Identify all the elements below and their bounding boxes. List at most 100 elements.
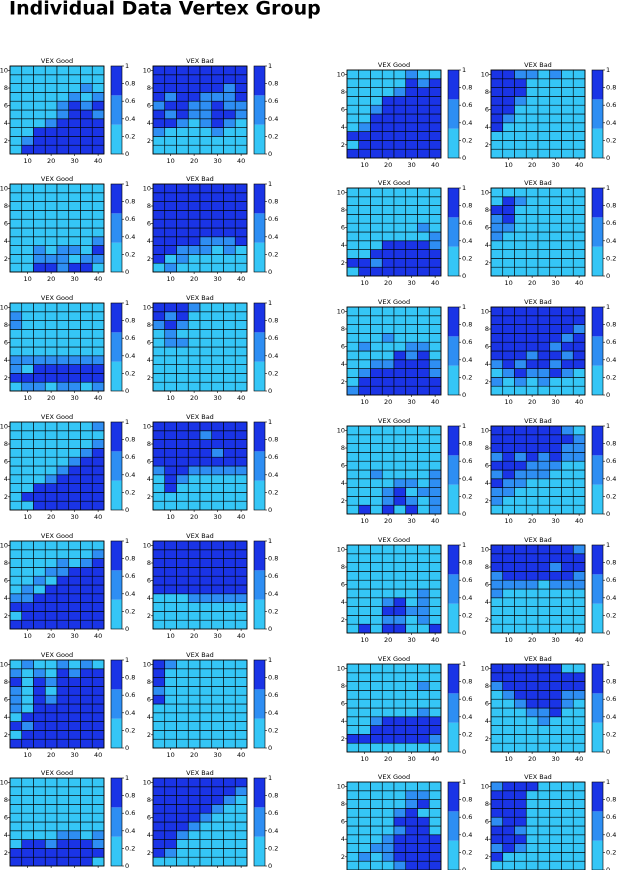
heat-cell (223, 118, 236, 128)
heat-cell (176, 703, 189, 714)
y-tick-label: 8 (4, 202, 8, 210)
heat-cell (223, 364, 236, 374)
colorbar-tick-label: 0.4 (606, 831, 616, 839)
panel-title: VEX Bad (524, 417, 552, 425)
heat-cell (33, 659, 46, 670)
colorbar-tick-label: 0.2 (268, 250, 278, 258)
heat-cell (490, 799, 504, 809)
heat-cell (21, 611, 34, 621)
heat-cell (223, 346, 236, 357)
heat-cell (490, 324, 504, 334)
colorbar-band (254, 541, 265, 571)
heat-cell (187, 540, 201, 551)
heat-cell (56, 821, 70, 832)
heat-cell (572, 834, 586, 844)
heat-cell (405, 734, 418, 744)
heat-cell (152, 144, 166, 155)
heat-cell (549, 496, 562, 506)
heat-cell (428, 698, 442, 709)
heat-cell (187, 236, 201, 246)
heat-cell (405, 131, 418, 141)
heat-cell (211, 456, 224, 467)
colorbar-tick-label: 0.4 (606, 713, 616, 721)
panel-title: VEX Good (378, 536, 410, 544)
heat-cell (490, 478, 504, 488)
heat-cell (44, 730, 58, 740)
heat-cell (370, 385, 383, 396)
heat-cell (381, 597, 395, 607)
heat-cell (9, 373, 23, 383)
heat-cell (514, 579, 527, 590)
heat-cell (490, 707, 504, 718)
heat-cell (417, 249, 430, 259)
x-tick-label: 10 (23, 513, 31, 521)
heat-cell (80, 619, 93, 630)
colorbar-tick-label: 0 (125, 387, 129, 395)
heat-cell (44, 227, 58, 238)
heat-cell (234, 65, 248, 76)
heat-cell (187, 262, 201, 273)
heat-cell (33, 201, 46, 211)
heat-cell (525, 496, 539, 506)
y-tick-label: 6 (147, 577, 151, 585)
heat-cell (21, 236, 34, 246)
heat-cell (234, 839, 248, 849)
heat-cell (490, 860, 504, 870)
heat-cell (525, 196, 539, 206)
heat-cell (164, 201, 177, 211)
plot-frame (346, 187, 442, 277)
heat-cell (346, 562, 360, 572)
y-tick-label: 4 (147, 594, 151, 602)
heat-cell (381, 843, 395, 853)
heat-cell (525, 852, 539, 862)
colorbar-band (592, 603, 603, 633)
heat-cell (80, 611, 93, 621)
heat-cell (417, 843, 430, 853)
panel-title: VEX Good (41, 651, 73, 659)
colorbar-band (254, 599, 265, 629)
heat-cell (199, 839, 213, 849)
heat-cell (572, 597, 586, 607)
heat-cell (525, 469, 539, 480)
heat-cell (33, 127, 46, 137)
heat-cell (561, 615, 574, 625)
y-tick-label: 2 (485, 378, 489, 386)
heat-cell (417, 148, 430, 159)
heat-cell (21, 311, 34, 321)
heat-cell (358, 672, 371, 682)
heat-cell (417, 742, 430, 753)
heat-cell (393, 368, 407, 378)
heat-cell (68, 558, 81, 568)
panel-title: VEX Good (41, 294, 73, 302)
heat-cell (514, 434, 527, 444)
colorbar-tick-label: 1 (268, 62, 272, 70)
colorbar-tick-label: 0.2 (462, 254, 472, 262)
heat-cell (176, 694, 189, 705)
heat-cell (514, 324, 527, 334)
heat-cell (223, 100, 236, 111)
heat-cell (33, 821, 46, 832)
y-tick-label: 4 (147, 119, 151, 127)
heat-cell (405, 834, 418, 844)
heat-cell (417, 698, 430, 709)
heat-cell (91, 659, 105, 670)
heat-cell (234, 311, 248, 321)
heat-cell (490, 341, 504, 352)
heat-cell (199, 337, 213, 348)
heat-cell (393, 478, 407, 488)
heat-cell (417, 588, 430, 599)
heat-cell (56, 65, 70, 76)
heat-cell (44, 686, 58, 696)
heat-cell (9, 456, 23, 467)
heat-cell (44, 373, 58, 383)
heat-cell (234, 483, 248, 493)
heat-cell (21, 320, 34, 330)
x-tick-label: 30 (407, 398, 415, 406)
x-tick-label: 30 (70, 632, 78, 640)
heat-cell (56, 738, 70, 749)
heat-cell (211, 210, 224, 220)
heat-cell (91, 373, 105, 383)
x-tick-label: 10 (360, 398, 368, 406)
heat-cell (211, 192, 224, 202)
